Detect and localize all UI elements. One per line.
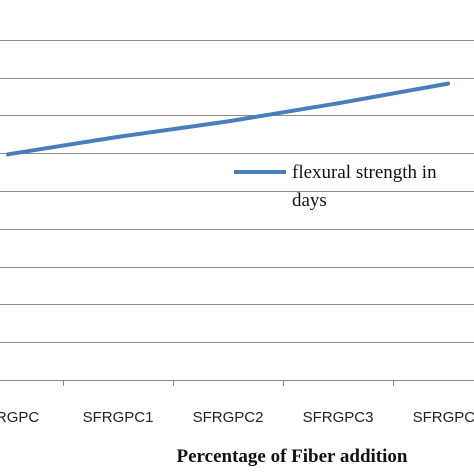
data-point	[226, 119, 230, 124]
legend-label-line-1: flexural strength in	[292, 162, 437, 183]
x-axis-title: Percentage of Fiber addition	[177, 446, 408, 467]
data-point	[116, 134, 120, 139]
x-tick-label: SFRGPC2	[193, 409, 264, 426]
gridlines	[0, 40, 474, 343]
series-layer	[6, 81, 450, 157]
legend: flexural strength in days	[234, 162, 437, 211]
x-tick-label: SFRGPC	[0, 409, 39, 426]
x-tick-label: SFRGPC4	[413, 409, 474, 426]
data-point	[446, 81, 450, 86]
data-point	[6, 152, 10, 157]
x-tick-label: SFRGPC3	[303, 409, 374, 426]
x-tick-label: SFRGPC1	[83, 409, 154, 426]
x-axis-ticks	[63, 380, 394, 386]
legend-label-line-2: days	[292, 190, 327, 211]
series-line	[6, 81, 450, 157]
data-point	[336, 101, 340, 106]
x-tick-labels: SFRGPC SFRGPC1 SFRGPC2 SFRGPC3 SFRGPC4	[0, 409, 474, 426]
